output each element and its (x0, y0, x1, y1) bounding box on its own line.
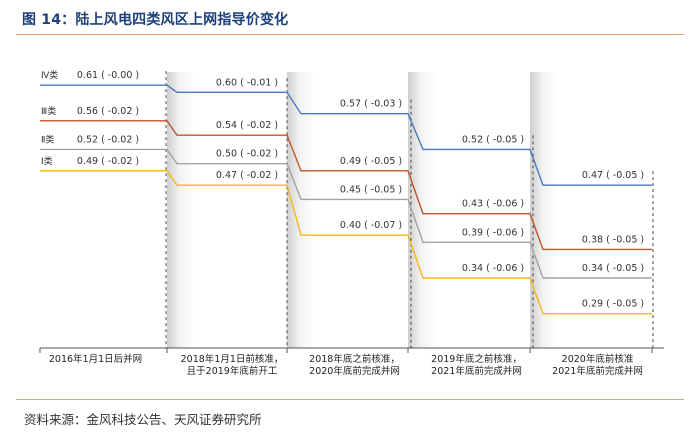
series-line (40, 148, 652, 279)
category-label: 2016年1月1日后并网 (49, 353, 142, 365)
transition-shade (530, 72, 558, 348)
category-label: 且于2019年底前开工 (187, 365, 278, 377)
data-label: 0.52 ( -0.02 ) (77, 134, 139, 145)
figure-title: 图 14：陆上风电四类风区上网指导价变化 (22, 12, 289, 28)
data-label: 0.52 ( -0.05 ) (462, 134, 524, 145)
data-label: 0.47 ( -0.02 ) (216, 170, 278, 181)
data-label: 0.60 ( -0.01 ) (216, 77, 278, 88)
data-label: 0.56 ( -0.02 ) (77, 106, 139, 117)
series-legend-label: Ⅲ类 (41, 105, 56, 117)
data-label: 0.45 ( -0.05 ) (340, 184, 402, 195)
series-legend-label: Ⅰ类 (41, 155, 53, 167)
data-label: 0.43 ( -0.06 ) (462, 199, 524, 210)
category-label: 2019年底之前核准， (431, 353, 522, 365)
data-label: 0.38 ( -0.05 ) (582, 234, 644, 245)
source-note: 资料来源：金风科技公告、天风证券研究所 (24, 412, 262, 427)
source-divider (16, 399, 684, 400)
series-line (40, 170, 652, 315)
series-line (40, 84, 652, 186)
category-label: 2018年底之前核准， (309, 353, 400, 365)
data-label: 0.49 ( -0.05 ) (340, 156, 402, 167)
data-label: 0.34 ( -0.05 ) (582, 263, 644, 274)
data-label: 0.34 ( -0.06 ) (462, 263, 524, 274)
data-label: 0.54 ( -0.02 ) (216, 120, 278, 131)
data-label: 0.61 ( -0.00 ) (77, 70, 139, 81)
category-label: 2021年底前完成并网 (431, 365, 522, 377)
data-label: 0.29 ( -0.05 ) (582, 299, 644, 310)
transition-shade (287, 72, 315, 348)
data-label: 0.47 ( -0.05 ) (582, 170, 644, 181)
series-legend-label: Ⅳ类 (41, 69, 58, 81)
data-label: 0.49 ( -0.02 ) (77, 156, 139, 167)
data-label: 0.40 ( -0.07 ) (340, 220, 402, 231)
series-line (40, 120, 652, 251)
data-label: 0.50 ( -0.02 ) (216, 149, 278, 160)
data-label: 0.39 ( -0.06 ) (462, 227, 524, 238)
transition-shade (167, 72, 195, 348)
data-label: 0.57 ( -0.03 ) (340, 99, 402, 110)
title-divider (16, 34, 684, 35)
category-label: 2020年底前核准 (562, 353, 634, 365)
category-label: 2018年1月1日前核准， (181, 353, 284, 365)
series-legend-label: Ⅱ类 (41, 133, 54, 145)
category-label: 2020年底前完成并网 (309, 365, 400, 377)
category-label: 2021年底前完成并网 (552, 365, 643, 377)
